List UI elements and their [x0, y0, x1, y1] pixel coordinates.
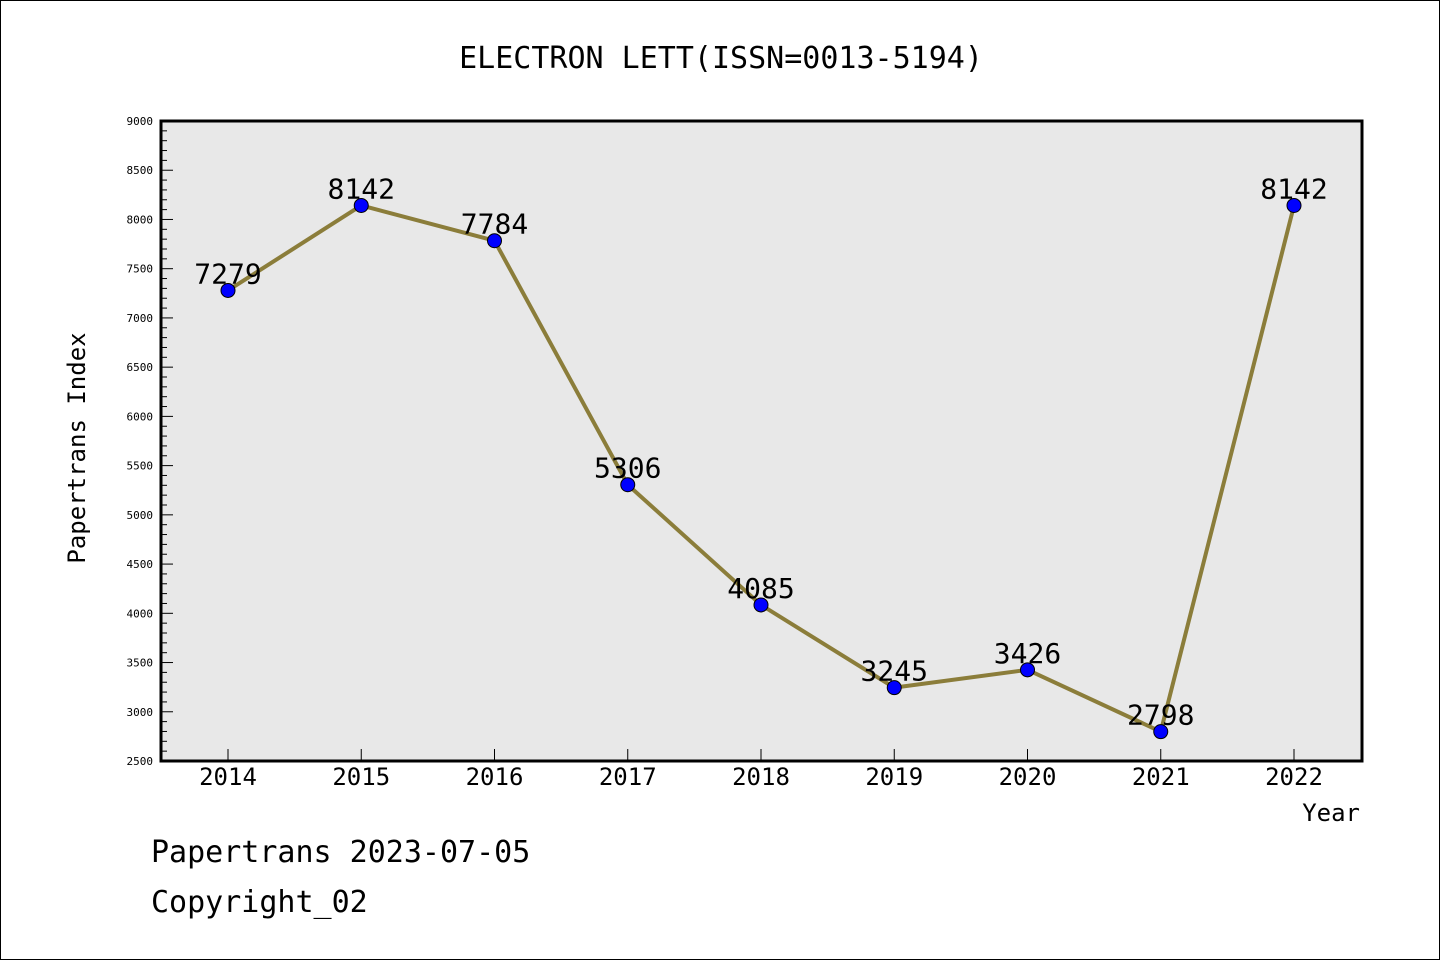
- data-point: [620, 477, 636, 493]
- x-tick-label: 2021: [1132, 763, 1190, 791]
- data-point: [1286, 197, 1302, 213]
- data-point: [886, 680, 902, 696]
- x-axis: 2014 2015 2016 2017 2018 2019 2020 2021 2022: [199, 749, 1323, 791]
- data-point: [353, 197, 369, 213]
- x-tick-label: 2022: [1265, 763, 1323, 791]
- y-tick-label: 3000: [127, 706, 154, 719]
- x-tick-label: 2020: [999, 763, 1057, 791]
- x-tick-label: 2019: [865, 763, 923, 791]
- y-tick-label: 8000: [127, 213, 154, 226]
- data-label: 3426: [994, 637, 1061, 670]
- data-point: [487, 233, 502, 249]
- data-label: 2798: [1127, 699, 1194, 732]
- footer-copyright: Copyright_02: [151, 885, 368, 920]
- y-axis-label: Papertrans Index: [63, 332, 91, 563]
- y-tick-label: 7000: [127, 312, 154, 325]
- data-point: [220, 282, 236, 298]
- x-tick-label: 2016: [466, 763, 524, 791]
- footer-source: Papertrans 2023-07-05: [151, 835, 531, 870]
- data-point: [753, 597, 769, 613]
- data-label: 7784: [461, 208, 528, 241]
- x-tick-label: 2015: [332, 763, 390, 791]
- data-label: 3245: [861, 655, 928, 688]
- x-tick-label: 2017: [599, 763, 657, 791]
- y-tick-label: 5000: [127, 509, 154, 522]
- y-tick-label: 6000: [127, 410, 154, 423]
- y-tick-label: 4000: [127, 607, 154, 620]
- chart-title: ELECTRON LETT(ISSN=0013-5194): [459, 41, 983, 76]
- x-axis-label: Year: [1302, 799, 1360, 827]
- data-label: 8142: [328, 172, 395, 205]
- y-tick-label: 2500: [127, 755, 154, 768]
- series-line: 7279 8142 7784 5306 4085 3245 3426 2798 8142: [194, 172, 1328, 740]
- x-tick-label: 2018: [732, 763, 790, 791]
- data-point: [1153, 724, 1169, 740]
- y-tick-label: 7500: [127, 263, 154, 276]
- plot-area: [159, 119, 1364, 763]
- x-tick-label: 2014: [199, 763, 257, 791]
- y-tick-label: 6500: [127, 361, 154, 374]
- y-tick-label: 5500: [127, 460, 154, 473]
- data-point: [1020, 662, 1035, 678]
- data-label: 4085: [727, 572, 794, 605]
- data-label: 8142: [1260, 172, 1327, 205]
- y-tick-label: 3500: [127, 657, 154, 670]
- y-axis: 2500 3000 3500 4000 4500 5000 5500 6000 6500 7000…: [127, 115, 173, 768]
- data-label: 7279: [194, 257, 261, 290]
- y-tick-label: 4500: [127, 558, 154, 571]
- data-label: 5306: [594, 452, 661, 485]
- y-tick-label: 9000: [127, 115, 154, 128]
- y-tick-label: 8500: [127, 164, 154, 177]
